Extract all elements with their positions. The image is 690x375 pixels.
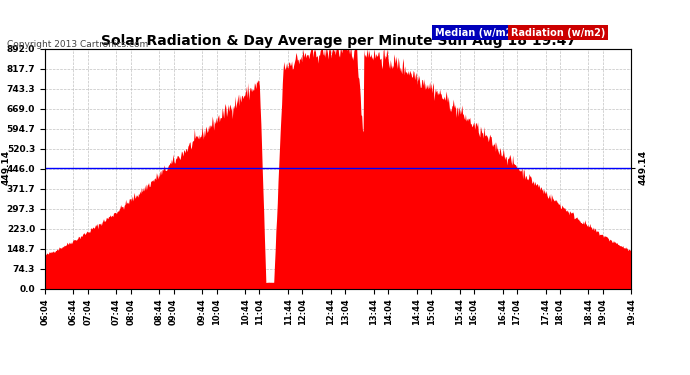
Text: Copyright 2013 Cartronics.com: Copyright 2013 Cartronics.com — [7, 40, 148, 49]
Title: Solar Radiation & Day Average per Minute Sun Aug 18 19:47: Solar Radiation & Day Average per Minute… — [101, 34, 575, 48]
Text: 449.14: 449.14 — [1, 150, 10, 186]
Text: Radiation (w/m2): Radiation (w/m2) — [511, 27, 606, 38]
Text: Median (w/m2): Median (w/m2) — [435, 27, 517, 38]
